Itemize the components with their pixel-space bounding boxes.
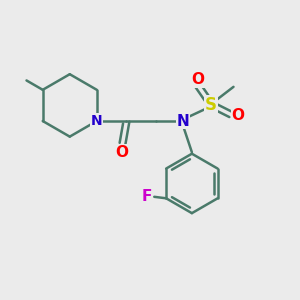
Text: N: N	[91, 114, 103, 128]
Text: S: S	[205, 96, 217, 114]
Text: F: F	[142, 189, 152, 204]
Text: O: O	[116, 145, 128, 160]
Text: O: O	[191, 72, 204, 87]
Text: O: O	[232, 108, 244, 123]
Text: N: N	[177, 113, 189, 128]
